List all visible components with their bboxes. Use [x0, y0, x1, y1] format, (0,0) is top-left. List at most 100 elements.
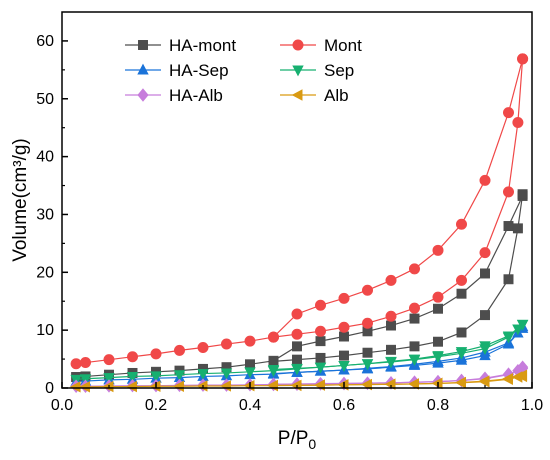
data-point	[455, 348, 468, 360]
x-tick-label: 1.0	[521, 397, 543, 414]
legend-marker	[137, 63, 149, 75]
data-point	[408, 302, 420, 314]
data-point	[267, 365, 280, 376]
data-point	[512, 324, 524, 336]
data-point	[361, 378, 372, 391]
data-point	[385, 310, 397, 322]
data-point	[291, 308, 303, 320]
y-tick-label: 50	[36, 91, 54, 108]
data-point	[409, 313, 420, 324]
data-point	[456, 327, 467, 338]
data-point	[314, 299, 326, 311]
data-point	[361, 317, 373, 329]
data-point	[361, 284, 373, 296]
data-point	[503, 274, 514, 285]
data-point	[408, 263, 420, 275]
data-point	[220, 368, 233, 380]
data-point	[480, 268, 490, 279]
data-point	[409, 341, 420, 352]
data-point	[432, 291, 444, 303]
data-point	[149, 380, 161, 392]
legend-label: HA-Alb	[169, 86, 223, 105]
data-point	[384, 378, 396, 390]
data-point	[511, 371, 523, 383]
data-point	[173, 380, 184, 392]
legend-label: Sep	[324, 61, 354, 80]
legend-label: HA-Sep	[169, 61, 229, 80]
data-point	[150, 371, 162, 383]
data-point	[502, 186, 514, 198]
data-point	[385, 274, 397, 286]
legend-marker	[138, 40, 148, 50]
legend-marker	[291, 89, 303, 101]
legend: HA-mont Mont HA-Sep Sep HA-Alb Alb	[125, 36, 362, 105]
y-tick-label: 10	[36, 322, 54, 339]
data-point	[480, 310, 490, 321]
data-point	[479, 247, 491, 259]
data-point	[512, 116, 524, 128]
data-point	[268, 356, 279, 367]
data-point	[433, 303, 443, 314]
data-point	[79, 381, 90, 393]
data-point	[173, 370, 186, 382]
x-axis-title-subscript: 0	[308, 436, 316, 452]
data-point	[292, 341, 302, 352]
data-point	[362, 347, 373, 358]
y-axis-title: Volume(cm³/g)	[10, 138, 31, 262]
y-tick-label: 30	[36, 206, 54, 223]
y-tick-label: 60	[36, 33, 54, 50]
data-point	[197, 369, 209, 380]
legend-label: HA-mont	[169, 36, 236, 55]
x-tick-label: 0.4	[239, 397, 261, 414]
data-point	[127, 351, 139, 363]
data-point	[408, 355, 421, 367]
data-point	[512, 223, 523, 234]
series-line-mont-desorption	[273, 58, 524, 338]
data-point	[126, 380, 137, 393]
series-sep	[70, 319, 529, 386]
data-point	[432, 352, 444, 364]
data-point	[433, 336, 443, 347]
data-point	[103, 354, 115, 366]
y-tick-label: 20	[36, 264, 54, 281]
data-point	[478, 375, 490, 388]
data-point	[292, 354, 302, 365]
series-mont	[70, 53, 529, 370]
legend-marker	[137, 88, 149, 102]
data-point	[80, 357, 92, 369]
data-point	[517, 189, 528, 200]
legend-label: Mont	[324, 36, 362, 55]
data-point	[479, 174, 491, 186]
data-point	[338, 360, 350, 372]
legend-marker	[292, 39, 304, 51]
data-point	[361, 359, 374, 371]
data-point	[291, 328, 303, 340]
data-point	[150, 348, 162, 360]
data-point	[174, 344, 186, 356]
data-point	[315, 336, 326, 347]
data-point	[79, 374, 92, 386]
data-point	[314, 362, 327, 374]
legend-label: Alb	[324, 86, 349, 105]
data-point	[502, 332, 515, 344]
data-point	[126, 371, 139, 383]
legend-item-ha-sep: HA-Sep	[125, 61, 229, 80]
legend-item-sep: Sep	[280, 61, 354, 80]
data-point	[338, 321, 350, 333]
y-tick-label: 40	[36, 149, 54, 166]
series-layer	[69, 53, 529, 393]
data-point	[338, 292, 350, 304]
data-point	[479, 344, 491, 356]
data-point	[103, 373, 115, 384]
data-point	[455, 274, 467, 286]
data-point	[456, 288, 467, 299]
x-tick-label: 0.2	[145, 397, 167, 414]
data-point	[339, 331, 349, 342]
data-point	[455, 218, 467, 230]
data-point	[221, 338, 233, 350]
data-point	[197, 342, 209, 354]
x-tick-label: 0.8	[427, 397, 449, 414]
data-point	[455, 377, 466, 389]
